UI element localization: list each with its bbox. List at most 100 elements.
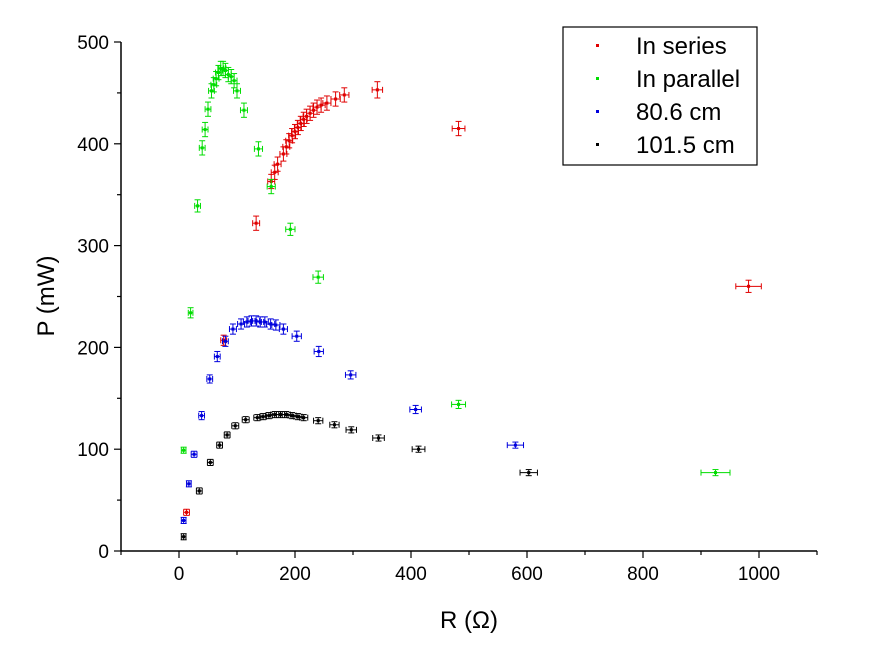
- data-point: [409, 404, 422, 415]
- data-point: [206, 458, 214, 466]
- point-marker: [200, 414, 204, 418]
- point-marker: [254, 221, 258, 225]
- point-marker: [295, 334, 299, 338]
- point-marker: [263, 320, 267, 324]
- data-point: [180, 446, 187, 454]
- data-point: [252, 215, 261, 231]
- point-marker: [513, 443, 517, 447]
- data-point: [329, 421, 340, 429]
- x-tick-label: 800: [627, 564, 659, 585]
- point-marker: [208, 460, 212, 464]
- legend-marker-in-parallel: [596, 77, 599, 80]
- data-point: [198, 140, 206, 156]
- legend-label-80-6-cm: 80.6 cm: [636, 99, 721, 126]
- point-marker: [229, 75, 233, 79]
- point-marker: [317, 349, 321, 353]
- data-point: [260, 316, 269, 328]
- point-marker: [305, 114, 309, 118]
- point-marker: [258, 320, 262, 324]
- point-marker: [209, 89, 213, 93]
- point-marker: [235, 89, 239, 93]
- point-marker: [316, 275, 320, 279]
- point-marker: [332, 423, 336, 427]
- point-marker: [182, 448, 186, 452]
- data-point: [206, 374, 214, 384]
- point-marker: [185, 510, 189, 514]
- series-layer: [180, 60, 762, 541]
- point-marker: [349, 428, 353, 432]
- point-marker: [244, 418, 248, 422]
- point-marker: [256, 147, 260, 151]
- point-marker: [287, 139, 291, 143]
- point-marker: [284, 413, 288, 417]
- data-point: [253, 141, 264, 157]
- point-marker: [215, 355, 219, 359]
- point-marker: [255, 416, 259, 420]
- series-80-6-cm: [180, 315, 525, 525]
- point-marker: [214, 77, 218, 81]
- data-point: [299, 111, 308, 127]
- x-tick-label: 600: [511, 564, 543, 585]
- point-marker: [414, 407, 418, 411]
- point-marker: [273, 170, 277, 174]
- point-marker: [714, 471, 717, 475]
- data-point: [312, 270, 324, 284]
- data-point: [519, 469, 538, 477]
- point-marker: [208, 377, 212, 381]
- plot-area: 0 200 400 600 800 1000 0 100 200 300 400 500: [77, 33, 818, 585]
- point-marker: [216, 71, 220, 75]
- point-marker: [316, 419, 320, 423]
- point-marker: [284, 145, 288, 149]
- point-marker: [288, 227, 292, 231]
- point-marker: [299, 121, 303, 125]
- point-marker: [279, 413, 282, 417]
- point-marker: [281, 327, 285, 331]
- x-tick-label: 1000: [738, 564, 780, 585]
- data-point: [735, 279, 762, 293]
- data-point: [285, 222, 296, 236]
- x-axis-title: R (Ω): [440, 607, 498, 634]
- point-marker: [212, 83, 216, 87]
- point-marker: [196, 204, 200, 208]
- data-point: [204, 101, 212, 117]
- point-marker: [197, 489, 201, 493]
- point-marker: [222, 338, 226, 342]
- point-marker: [319, 103, 323, 107]
- data-point: [313, 417, 324, 425]
- data-point: [266, 318, 276, 330]
- point-marker: [187, 482, 191, 486]
- data-point: [322, 95, 332, 111]
- legend-label-in-series: In series: [636, 33, 727, 60]
- data-point: [180, 533, 187, 541]
- point-marker: [245, 320, 249, 324]
- point-marker: [206, 107, 210, 111]
- data-point: [223, 431, 231, 439]
- data-point: [231, 422, 240, 430]
- legend-marker-101-5-cm: [596, 143, 599, 146]
- point-marker: [233, 424, 237, 428]
- x-ticks: 0 200 400 600 800 1000: [120, 551, 818, 585]
- data-point: [282, 139, 291, 155]
- data-point: [264, 412, 273, 420]
- data-point: [198, 411, 206, 421]
- data-point: [330, 91, 341, 107]
- point-marker: [334, 97, 338, 101]
- x-tick-label: 400: [395, 564, 427, 585]
- point-marker: [457, 127, 461, 131]
- legend-marker-in-series: [596, 44, 599, 47]
- point-marker: [375, 88, 379, 92]
- data-point: [187, 307, 194, 319]
- y-tick-label: 300: [77, 237, 109, 258]
- point-marker: [269, 185, 273, 189]
- data-point: [194, 199, 201, 213]
- point-marker: [276, 162, 280, 166]
- data-point: [411, 445, 426, 453]
- point-marker: [312, 108, 316, 112]
- data-point: [239, 102, 248, 118]
- y-tick-label: 0: [98, 542, 109, 563]
- point-marker: [250, 319, 253, 323]
- point-marker: [231, 327, 235, 331]
- point-marker: [377, 436, 381, 440]
- data-point: [700, 469, 731, 477]
